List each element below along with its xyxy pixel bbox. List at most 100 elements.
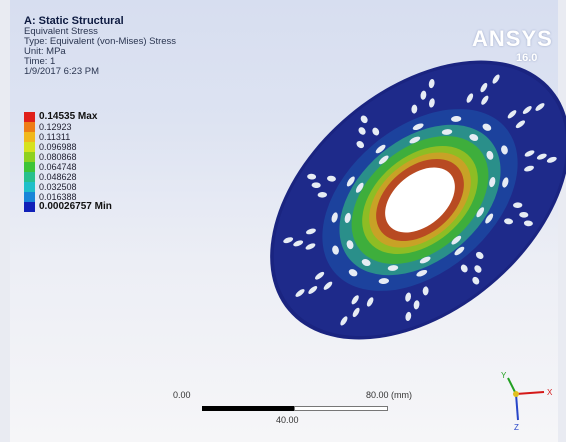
vent-hole <box>475 251 484 260</box>
vent-hole <box>344 212 351 224</box>
axis-triad[interactable]: X Y Z <box>488 370 558 436</box>
legend-swatch <box>24 202 35 212</box>
legend-label: 0.080868 <box>39 152 77 162</box>
vent-hole <box>512 202 523 208</box>
vent-hole <box>492 74 500 84</box>
vent-hole <box>314 271 325 280</box>
right-border <box>558 0 566 442</box>
legend-swatch <box>24 152 35 162</box>
vent-hole <box>317 192 328 198</box>
result-time: Time: 1 <box>24 56 56 67</box>
vent-hole <box>416 269 428 277</box>
vent-hole <box>372 127 380 136</box>
legend-swatch <box>24 132 35 142</box>
vent-hole <box>308 286 318 294</box>
vent-hole <box>504 218 513 225</box>
vent-hole <box>501 145 508 155</box>
legend-label: 0.11311 <box>39 132 71 142</box>
vent-hole <box>474 265 482 273</box>
result-unit: Unit: MPa <box>24 46 66 57</box>
result-quantity: Equivalent Stress <box>24 26 98 37</box>
analysis-title: A: Static Structural <box>24 15 124 27</box>
legend-label: 0.14535 Max <box>39 111 98 122</box>
vent-hole <box>331 212 338 223</box>
vent-hole <box>466 93 474 103</box>
legend-swatch <box>24 192 35 202</box>
legend-label: 0.016388 <box>39 192 77 202</box>
legend-label: 0.064748 <box>39 162 77 172</box>
brand-text: ANSYS <box>472 26 553 51</box>
vent-hole <box>305 243 316 250</box>
legend-label: 0.00026757 Min <box>39 201 112 212</box>
z-axis-line <box>515 393 519 421</box>
version-text: 16.0 <box>516 52 538 64</box>
legend-label: 0.096988 <box>39 142 77 152</box>
result-date: 1/9/2017 6:23 PM <box>24 66 99 77</box>
vent-hole <box>480 82 488 93</box>
legend-swatch <box>24 162 35 172</box>
vent-hole <box>481 95 489 105</box>
vent-hole <box>387 265 399 271</box>
vent-hole <box>524 150 535 157</box>
vent-hole <box>413 300 420 310</box>
scale-right-label: 80.00 (mm) <box>366 390 413 400</box>
legend-label: 0.032508 <box>39 182 77 192</box>
result-info: A: Static Structural Equivalent Stress T… <box>24 16 176 77</box>
vent-hole <box>428 78 435 89</box>
vent-hole <box>366 297 374 307</box>
vent-hole <box>419 256 431 264</box>
vent-hole <box>358 127 366 135</box>
vent-hole <box>412 123 424 131</box>
vent-hole <box>522 106 532 114</box>
vent-hole <box>375 144 386 154</box>
brake-disc-model[interactable] <box>270 30 566 370</box>
vent-hole <box>352 307 360 318</box>
vent-hole <box>489 176 496 188</box>
vent-hole <box>536 153 547 160</box>
vent-hole <box>472 276 480 285</box>
y-axis-label: Y <box>501 371 507 380</box>
result-type: Type: Equivalent (von-Mises) Stress <box>24 36 177 47</box>
vent-hole <box>502 177 509 188</box>
scale-segment-black <box>202 406 294 411</box>
vent-hole <box>422 286 429 296</box>
z-axis-label: Z <box>514 423 519 432</box>
vent-hole <box>293 240 304 247</box>
triad-origin <box>513 391 519 397</box>
outer-holes <box>283 74 557 326</box>
vent-hole <box>451 235 462 245</box>
vent-hole <box>378 278 390 284</box>
scale-bar: 0.00 80.00 (mm) 40.00 <box>170 384 450 434</box>
vent-hole <box>361 259 371 267</box>
vent-hole <box>482 123 492 131</box>
vent-hole <box>450 116 462 122</box>
vent-hole <box>283 237 294 244</box>
legend-label: 0.048628 <box>39 172 77 182</box>
vent-hole <box>420 90 427 100</box>
vent-hole <box>356 140 365 149</box>
vent-hole <box>378 155 389 165</box>
legend-label: 0.12923 <box>39 122 72 132</box>
legend-swatch <box>24 142 35 152</box>
vent-hole <box>332 245 339 255</box>
vent-hole <box>409 136 421 144</box>
vent-hole <box>346 240 354 250</box>
scale-mid-label: 40.00 <box>276 415 299 425</box>
left-border <box>0 0 10 442</box>
vent-hole <box>405 311 412 322</box>
vent-hole <box>311 182 321 189</box>
scale-left-label: 0.00 <box>173 390 191 400</box>
vent-hole <box>346 176 355 187</box>
ansys-logo: ANSYS 16.0 <box>472 26 560 86</box>
vent-hole <box>485 213 494 224</box>
vent-hole <box>523 220 533 227</box>
vent-hole <box>460 264 468 273</box>
vent-hole <box>428 98 435 108</box>
x-axis-label: X <box>547 388 553 397</box>
hub-hole <box>385 167 455 233</box>
legend-swatch <box>24 172 35 182</box>
vent-hole <box>507 110 517 119</box>
legend-swatch <box>24 182 35 192</box>
vent-hole <box>360 115 368 124</box>
